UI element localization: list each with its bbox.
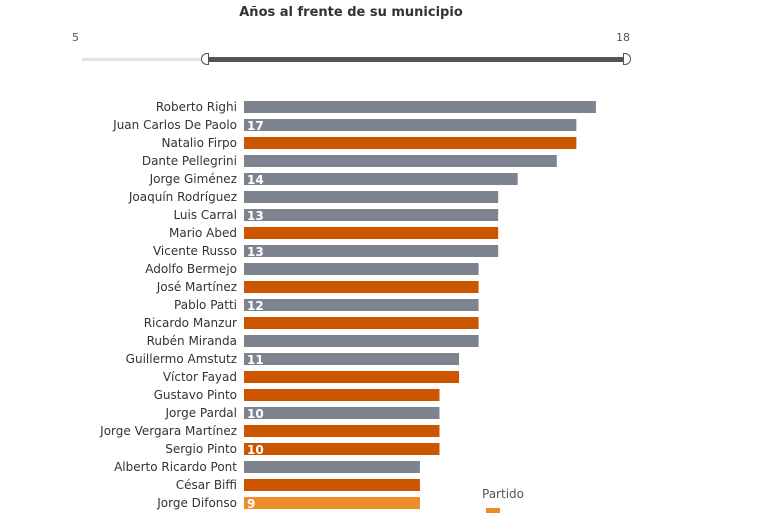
data-label: 12 [247, 299, 264, 313]
category-label: Roberto Righi [156, 100, 237, 114]
bar[interactable] [244, 425, 440, 437]
bar[interactable] [244, 173, 518, 185]
bar[interactable] [244, 479, 420, 491]
range-slider-selection[interactable] [205, 57, 627, 62]
data-label: 17 [247, 119, 264, 133]
data-label: 11 [247, 353, 264, 367]
category-label: Guillermo Amstutz [126, 352, 237, 366]
category-label: Dante Pellegrini [142, 154, 237, 168]
filter-title: Años al frente de su municipio [239, 5, 463, 20]
category-label: Ricardo Manzur [144, 316, 237, 330]
bar[interactable] [244, 299, 479, 311]
bar[interactable] [244, 227, 499, 239]
bar[interactable] [244, 245, 499, 257]
data-label: 14 [247, 173, 264, 187]
category-label: José Martínez [156, 280, 237, 294]
category-label: Joaquín Rodríguez [128, 190, 237, 204]
bar[interactable] [244, 389, 440, 401]
category-label: Jorge Difonso [156, 496, 237, 510]
category-label: Juan Carlos De Paolo [112, 118, 237, 132]
category-label: Sergio Pinto [165, 442, 237, 456]
category-label: Alberto Ricardo Pont [114, 460, 237, 474]
category-label: Jorge Vergara Martínez [99, 424, 237, 438]
legend-swatch[interactable] [486, 508, 500, 513]
legend-title: Partido [482, 487, 524, 501]
bar[interactable] [244, 407, 440, 419]
category-label: Vicente Russo [153, 244, 237, 258]
category-label: Gustavo Pinto [154, 388, 237, 402]
bar[interactable] [244, 101, 596, 113]
data-label: 13 [247, 245, 264, 259]
category-label: Víctor Fayad [163, 370, 237, 384]
category-label: Jorge Pardal [165, 406, 238, 420]
category-label: Luis Carral [173, 208, 237, 222]
range-min-label: 5 [72, 31, 79, 44]
range-slider-max-handle[interactable] [623, 53, 631, 65]
bar[interactable] [244, 371, 460, 383]
bar[interactable] [244, 443, 440, 455]
data-label: 9 [247, 497, 255, 511]
bar[interactable] [244, 191, 499, 203]
bar[interactable] [244, 137, 577, 149]
category-label: Pablo Patti [174, 298, 237, 312]
bar[interactable] [244, 497, 420, 509]
bar[interactable] [244, 317, 479, 329]
bar[interactable] [244, 335, 479, 347]
category-label: Adolfo Bermejo [145, 262, 237, 276]
category-label: Mario Abed [169, 226, 237, 240]
category-label: Jorge Giménez [149, 172, 237, 186]
bar[interactable] [244, 461, 420, 473]
range-slider-min-handle[interactable] [201, 53, 209, 65]
data-label: 10 [247, 407, 264, 421]
bar[interactable] [244, 209, 499, 221]
bar[interactable] [244, 353, 460, 365]
bar[interactable] [244, 281, 479, 293]
bar[interactable] [244, 155, 557, 167]
data-label: 10 [247, 443, 264, 457]
category-label: Natalio Firpo [162, 136, 237, 150]
category-label: César Biffi [176, 478, 237, 492]
data-label: 13 [247, 209, 264, 223]
bar[interactable] [244, 263, 479, 275]
category-label: Rubén Miranda [147, 334, 237, 348]
range-max-label: 18 [616, 31, 630, 44]
bar[interactable] [244, 119, 577, 131]
